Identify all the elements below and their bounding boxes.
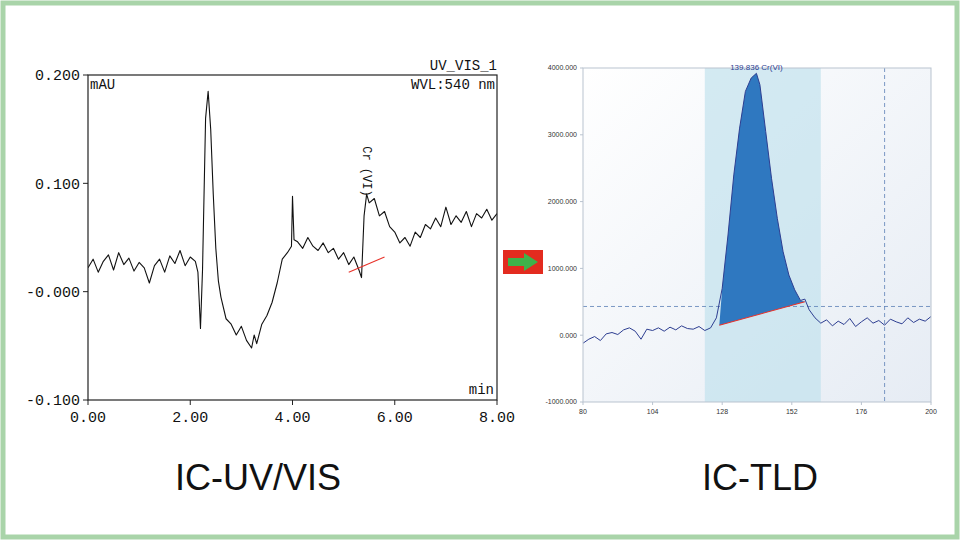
plot-background: [583, 68, 931, 402]
chart: -0.100 -0.000 0.100 0.200 0.00 2.00 4.00 6.00 8.…: [26, 58, 515, 498]
arrow: [508, 253, 538, 271]
x-tick-label: 104: [647, 408, 659, 415]
y-tick-label: -0.100: [26, 393, 80, 410]
x-tick: [791, 402, 792, 405]
y-tick-label: -0.000: [26, 285, 80, 302]
y-tick: [83, 400, 88, 401]
x-axis-label: min: [469, 382, 494, 398]
y-tick-label: 0.000: [559, 332, 577, 339]
y-tick-label: 4000.000: [548, 64, 577, 71]
x-tick: [722, 402, 723, 405]
peak-area: [719, 73, 805, 325]
chart-title: IC-TLD: [702, 457, 818, 498]
figure: -0.100 -0.000 0.100 0.200 0.00 2.00 4.00 6.00 8.…: [0, 0, 960, 540]
y-tick-label: -1000.000: [545, 398, 577, 405]
plot-frame: [88, 75, 497, 400]
y-tick-label: 1000.000: [548, 265, 577, 272]
peak-baseline: [349, 257, 385, 272]
arrow-box: [503, 250, 543, 274]
x-tick: [652, 402, 653, 405]
channel-label: UV_VIS_1: [430, 58, 497, 74]
x-tick-label: 2.00: [172, 410, 208, 427]
x-tick: [583, 402, 584, 405]
y-tick: [580, 335, 583, 336]
y-axis-label: mAU: [90, 77, 115, 93]
x-tick: [292, 400, 293, 405]
x-tick-label: 152: [786, 408, 798, 415]
x-tick-label: 176: [856, 408, 868, 415]
integration-window: [705, 68, 821, 402]
x-tick: [931, 402, 932, 405]
x-tick-label: 4.00: [274, 410, 310, 427]
trace: [583, 73, 931, 343]
x-tick-label: 8.00: [479, 410, 515, 427]
x-tick: [88, 400, 89, 405]
y-tick: [580, 268, 583, 269]
y-tick: [580, 134, 583, 135]
plot-area: [88, 91, 497, 348]
x-tick: [190, 400, 191, 405]
x-tick: [497, 400, 498, 405]
x-tick-label: 128: [716, 408, 728, 415]
reference-line: [884, 68, 885, 402]
chart: -1000.000 0.000 1000.000 2000.000 3000.000 40…: [545, 63, 936, 498]
y-tick: [83, 183, 88, 184]
y-tick: [580, 201, 583, 202]
chart-title: IC-UV/VIS: [175, 457, 341, 498]
y-tick-label: 2000.000: [548, 198, 577, 205]
plot-background: [88, 75, 497, 400]
y-tick: [580, 68, 583, 69]
x-tick: [394, 400, 395, 405]
page-frame: [3, 3, 957, 537]
plot-frame: [583, 68, 931, 402]
trace: [88, 91, 497, 348]
peak-label: Cr (VI): [359, 146, 373, 196]
y-tick-label: 0.200: [35, 68, 80, 85]
x-tick-label: 0.00: [70, 410, 106, 427]
x-tick-label: 6.00: [377, 410, 413, 427]
y-tick: [83, 75, 88, 76]
x-tick-label: 80: [579, 408, 587, 415]
peak-baseline: [719, 302, 805, 325]
y-tick-label: 3000.000: [548, 131, 577, 138]
y-tick: [83, 291, 88, 292]
wavelength-label: WVL:540 nm: [411, 77, 495, 93]
plot-area: [583, 68, 931, 402]
y-tick-label: 0.100: [35, 177, 80, 194]
peak-label: 139.836 Cr(VI): [730, 63, 783, 72]
x-tick-label: 200: [925, 408, 937, 415]
x-tick: [861, 402, 862, 405]
